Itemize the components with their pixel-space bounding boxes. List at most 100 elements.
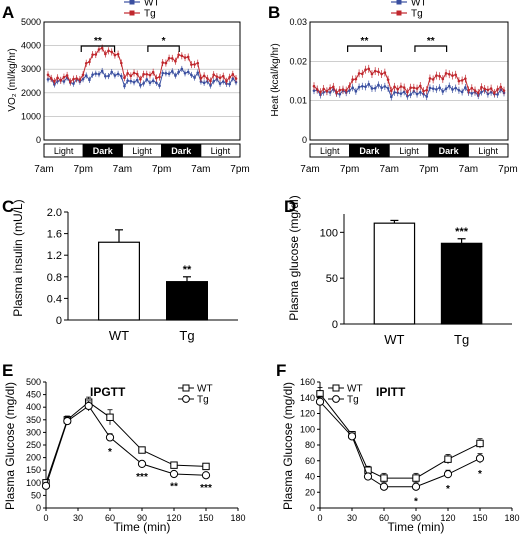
data-point: [212, 79, 215, 83]
data-point: [418, 91, 422, 94]
y-tick-label: 0: [56, 315, 62, 327]
data-point: [228, 75, 231, 79]
data-point: [113, 74, 117, 77]
data-point: [428, 77, 432, 80]
y-tick-label: 140: [300, 393, 315, 403]
x-tick-label: 120: [440, 513, 455, 523]
data-point: [100, 69, 104, 73]
data-point: [161, 61, 165, 64]
x-tick-label: 7pm: [340, 164, 359, 175]
bar-wt: [97, 241, 140, 321]
legend-label: Tg: [144, 9, 156, 20]
data-point: [409, 86, 412, 89]
data-point: [460, 79, 464, 82]
data-point: [190, 63, 193, 66]
data-point: [502, 89, 506, 92]
data-point: [62, 80, 66, 83]
panel-a: A VO₂ (ml/kg/hr) 0 1000 2000 3000 4000 5000 WT…: [2, 0, 250, 175]
data-point: [186, 70, 190, 74]
data-point: [370, 72, 374, 76]
significance-label: **: [183, 264, 192, 276]
light-dark-label: Dark: [359, 146, 380, 156]
data-point: [196, 61, 200, 65]
data-point: [364, 68, 367, 71]
data-point: [202, 74, 206, 78]
panel-d: D Plasma glucose (mg/dl) 0 50 100 WT Tg ***: [284, 195, 512, 347]
data-point: [88, 78, 91, 82]
panel-b-letter: B: [268, 3, 280, 22]
data-point: [348, 84, 351, 88]
data-point: [373, 86, 377, 90]
x-tick-label: 30: [73, 513, 83, 523]
data-point: [415, 87, 419, 90]
data-point: [486, 92, 490, 96]
data-point: [361, 84, 364, 88]
data-point: [139, 77, 142, 81]
marker-wt: [202, 462, 210, 471]
data-point: [123, 84, 126, 88]
light-dark-label: Light: [54, 146, 74, 156]
significance-label: **: [427, 36, 435, 47]
data-point: [383, 85, 387, 88]
data-point: [409, 93, 412, 96]
panel-c-letter: C: [2, 197, 14, 216]
data-point: [344, 89, 348, 92]
y-tick-label: 100: [300, 424, 315, 434]
data-point: [435, 88, 438, 91]
data-point: [132, 71, 136, 75]
marker-wt: [138, 446, 146, 454]
data-point: [325, 89, 329, 93]
data-point: [357, 85, 361, 89]
data-point: [177, 53, 180, 57]
data-point: [78, 78, 82, 81]
panel-f-ylabel: Plasma Glucose (mg/dl): [281, 382, 295, 510]
y-tick-label: 150: [26, 465, 41, 475]
data-point: [174, 74, 177, 77]
light-dark-segment: [467, 143, 509, 158]
data-point: [119, 74, 123, 78]
data-point: [186, 55, 190, 59]
data-point: [319, 90, 322, 94]
y-tick-label: 3000: [21, 64, 41, 74]
data-point: [81, 73, 85, 77]
data-point: [470, 92, 474, 95]
y-tick-label: 350: [26, 415, 41, 425]
series-line-tg: [47, 47, 237, 83]
x-tick-label: 7pm: [230, 164, 249, 175]
data-point: [451, 74, 454, 77]
data-point: [377, 70, 380, 74]
data-point: [406, 94, 409, 98]
data-point: [341, 88, 345, 91]
data-point: [231, 77, 235, 80]
data-point: [499, 85, 503, 89]
data-point: [335, 91, 338, 94]
chart-f: 0 20 40 60 80 100 120 140 160 0 30 60 90 120 150 180 * * *…: [300, 377, 520, 523]
data-point: [234, 80, 238, 84]
x-tick-label: 7pm: [498, 164, 517, 175]
data-point: [142, 72, 145, 76]
plot-frame: [309, 21, 509, 141]
marker-wt: [106, 413, 114, 421]
data-point: [116, 52, 120, 56]
panel-f-title: IPITT: [376, 385, 406, 399]
data-point: [167, 56, 171, 60]
x-tick-label: 180: [230, 513, 245, 523]
data-point: [428, 86, 432, 90]
y-tick-label: 100: [320, 227, 338, 239]
x-tick-label: 60: [105, 513, 115, 523]
legend-marker: [182, 395, 190, 403]
y-tick-label: 250: [26, 440, 41, 450]
panel-e-xlabel: Time (min): [114, 520, 171, 534]
light-dark-label: Dark: [93, 146, 114, 156]
data-point: [354, 90, 358, 93]
y-tick-label: 5000: [21, 17, 41, 27]
data-point: [231, 73, 235, 76]
panel-c: C Plasma insulin (mU/L) 0 0.4 0.8 1.2 1.6 2.0…: [2, 197, 238, 343]
significance-bracket: [414, 45, 448, 52]
data-point: [399, 85, 403, 88]
data-point: [422, 89, 425, 93]
y-tick-label: 1000: [21, 111, 41, 121]
data-point: [145, 72, 149, 76]
data-point: [126, 79, 129, 83]
data-point: [489, 87, 493, 90]
